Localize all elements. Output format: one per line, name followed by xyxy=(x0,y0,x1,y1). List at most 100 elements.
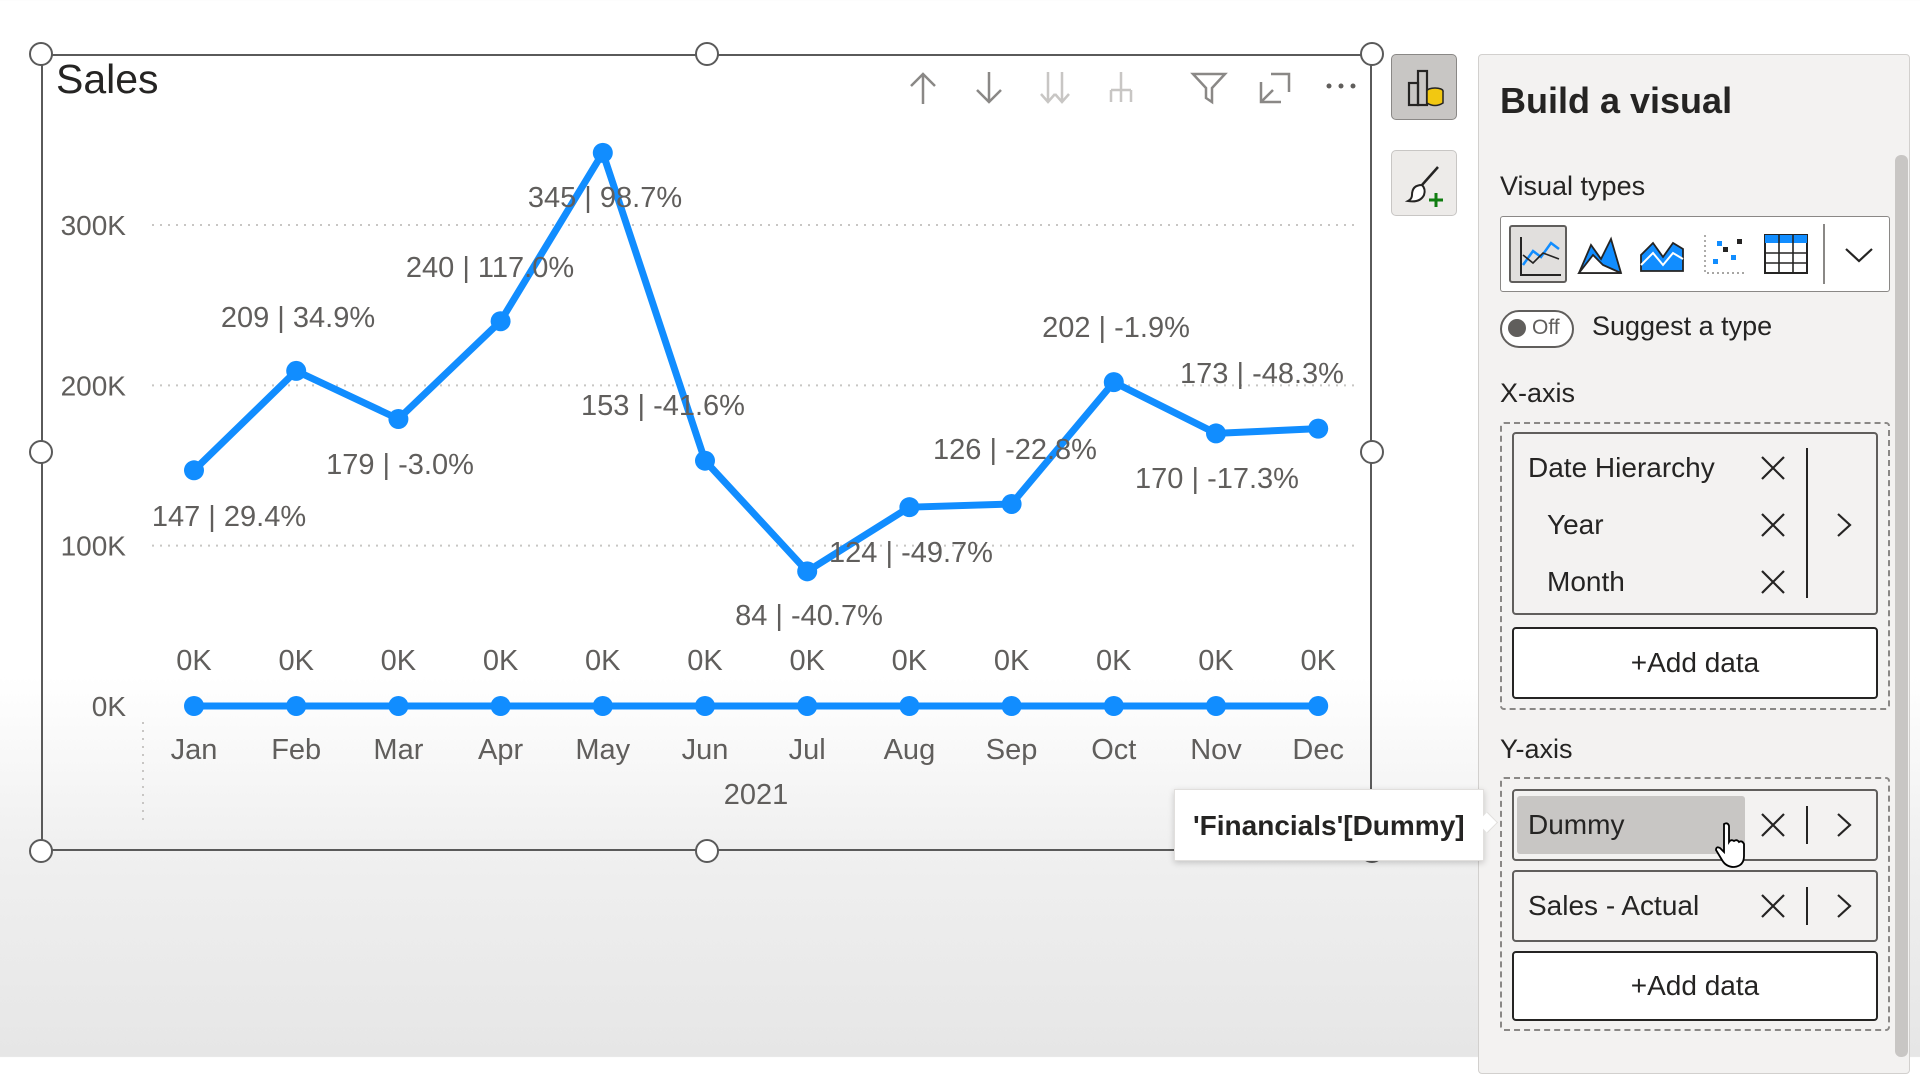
chevron-down-icon[interactable] xyxy=(1830,225,1888,283)
resize-handle-bottom-left[interactable] xyxy=(29,839,53,863)
suggest-type-label: Suggest a type xyxy=(1592,311,1773,341)
data-label: 124 | -49.7% xyxy=(829,537,993,569)
chevron-right-icon[interactable] xyxy=(1826,508,1860,542)
data-label: 209 | 34.9% xyxy=(221,302,375,334)
arrow-down-icon[interactable] xyxy=(967,66,1011,110)
data-label: 0K xyxy=(483,645,519,677)
double-arrow-down-icon[interactable] xyxy=(1033,66,1077,110)
x-tick-label: Dec xyxy=(1292,734,1344,766)
line-chart: 0K 100K 200K 300K Jan Feb Mar Apr May Jun Jul Aug Se… xyxy=(61,142,1356,820)
data-label: 0K xyxy=(1096,645,1132,677)
dummy-hover-highlight xyxy=(1517,796,1745,854)
data-point[interactable] xyxy=(1001,493,1022,514)
data-point[interactable] xyxy=(592,696,613,716)
data-label: 0K xyxy=(994,645,1030,677)
arrow-up-icon[interactable] xyxy=(901,66,945,110)
gallery-divider xyxy=(1823,224,1825,284)
area-chart-icon[interactable] xyxy=(1571,225,1629,283)
filter-icon[interactable] xyxy=(1187,66,1231,110)
toggle-knob xyxy=(1508,319,1526,337)
resize-handle-top-right[interactable] xyxy=(1360,42,1384,66)
series-line xyxy=(191,149,1319,575)
data-point[interactable] xyxy=(1206,423,1226,444)
data-point[interactable] xyxy=(899,497,920,518)
data-point[interactable] xyxy=(695,450,715,471)
chevron-right-icon[interactable] xyxy=(1826,808,1860,842)
data-label: 0K xyxy=(1300,645,1336,677)
pane-scrollbar[interactable] xyxy=(1895,155,1908,1057)
data-point[interactable] xyxy=(184,696,204,716)
resize-handle-left[interactable] xyxy=(29,440,53,464)
data-label: 0K xyxy=(278,645,314,677)
data-point[interactable] xyxy=(899,696,920,716)
data-point[interactable] xyxy=(388,696,409,716)
table-icon[interactable] xyxy=(1757,225,1815,283)
data-point[interactable] xyxy=(388,409,409,430)
visual-types-label: Visual types xyxy=(1500,171,1646,201)
data-point[interactable] xyxy=(1308,418,1329,439)
x-axis-add-data-button[interactable]: +Add data xyxy=(1512,627,1878,699)
data-point[interactable] xyxy=(695,696,715,716)
chip-separator xyxy=(1806,806,1808,844)
resize-handle-top-left[interactable] xyxy=(29,42,53,66)
data-label: 84 | -40.7% xyxy=(735,600,883,632)
data-point[interactable] xyxy=(797,561,818,582)
data-label: 0K xyxy=(789,645,825,677)
data-label: 147 | 29.4% xyxy=(152,501,306,533)
data-point[interactable] xyxy=(797,696,818,716)
data-point[interactable] xyxy=(490,696,511,716)
data-label: 0K xyxy=(1198,645,1234,677)
field-tooltip: 'Financials'[Dummy] xyxy=(1174,789,1484,861)
remove-dummy-icon[interactable] xyxy=(1756,808,1790,842)
format-visual-button[interactable] xyxy=(1391,150,1457,216)
data-label: 202 | -1.9% xyxy=(1042,312,1190,344)
y-axis-label: Y-axis xyxy=(1500,734,1573,764)
y-axis-add-data-button[interactable]: +Add data xyxy=(1512,951,1878,1021)
focus-mode-icon[interactable] xyxy=(1253,66,1297,110)
data-point[interactable] xyxy=(286,360,307,381)
date-hierarchy-chip[interactable] xyxy=(1512,432,1878,615)
remove-month-icon[interactable] xyxy=(1756,565,1790,599)
data-point[interactable] xyxy=(1103,372,1124,393)
more-options-icon[interactable] xyxy=(1319,66,1363,110)
chevron-right-icon[interactable] xyxy=(1826,889,1860,923)
resize-handle-right[interactable] xyxy=(1360,440,1384,464)
x-tick-label: Jul xyxy=(789,734,826,766)
x-tick-label: Sep xyxy=(986,734,1038,766)
x-tick-label: Mar xyxy=(373,734,423,766)
data-point[interactable] xyxy=(1103,696,1124,716)
data-label: 0K xyxy=(892,645,928,677)
line-chart-icon[interactable] xyxy=(1509,225,1567,283)
y-tick-label: 200K xyxy=(61,370,127,401)
y-tick-label: 100K xyxy=(61,531,127,562)
sales-actual-chip[interactable] xyxy=(1512,870,1878,942)
remove-sales-actual-icon[interactable] xyxy=(1756,889,1790,923)
y-tick-label: 300K xyxy=(61,210,127,241)
data-label: 179 | -3.0% xyxy=(326,449,474,481)
data-point[interactable] xyxy=(1308,696,1329,716)
field-sales-actual: Sales - Actual xyxy=(1528,890,1700,921)
data-point[interactable] xyxy=(490,311,511,332)
resize-handle-bottom[interactable] xyxy=(695,839,719,863)
data-label: 345 | 98.7% xyxy=(528,182,682,214)
data-point[interactable] xyxy=(1206,696,1226,716)
field-month: Month xyxy=(1547,566,1625,597)
resize-handle-top[interactable] xyxy=(695,42,719,66)
build-visual-button[interactable] xyxy=(1391,54,1457,120)
remove-date-hierarchy-icon[interactable] xyxy=(1756,451,1790,485)
data-point[interactable] xyxy=(286,696,307,716)
x-group-label: 2021 xyxy=(724,779,789,811)
format-visual-icon xyxy=(1404,166,1443,207)
data-point[interactable] xyxy=(1001,696,1022,716)
x-tick-label: Feb xyxy=(271,734,321,766)
line-stacked-chart-icon[interactable] xyxy=(1633,225,1691,283)
scatter-chart-icon[interactable] xyxy=(1695,225,1753,283)
data-point[interactable] xyxy=(592,142,613,163)
data-label: 126 | -22.8% xyxy=(933,434,1097,466)
field-year: Year xyxy=(1547,509,1604,540)
chip-separator xyxy=(1806,887,1808,925)
expand-hierarchy-icon[interactable] xyxy=(1099,66,1143,110)
remove-year-icon[interactable] xyxy=(1756,508,1790,542)
data-label: 0K xyxy=(381,645,417,677)
data-point[interactable] xyxy=(184,460,204,481)
